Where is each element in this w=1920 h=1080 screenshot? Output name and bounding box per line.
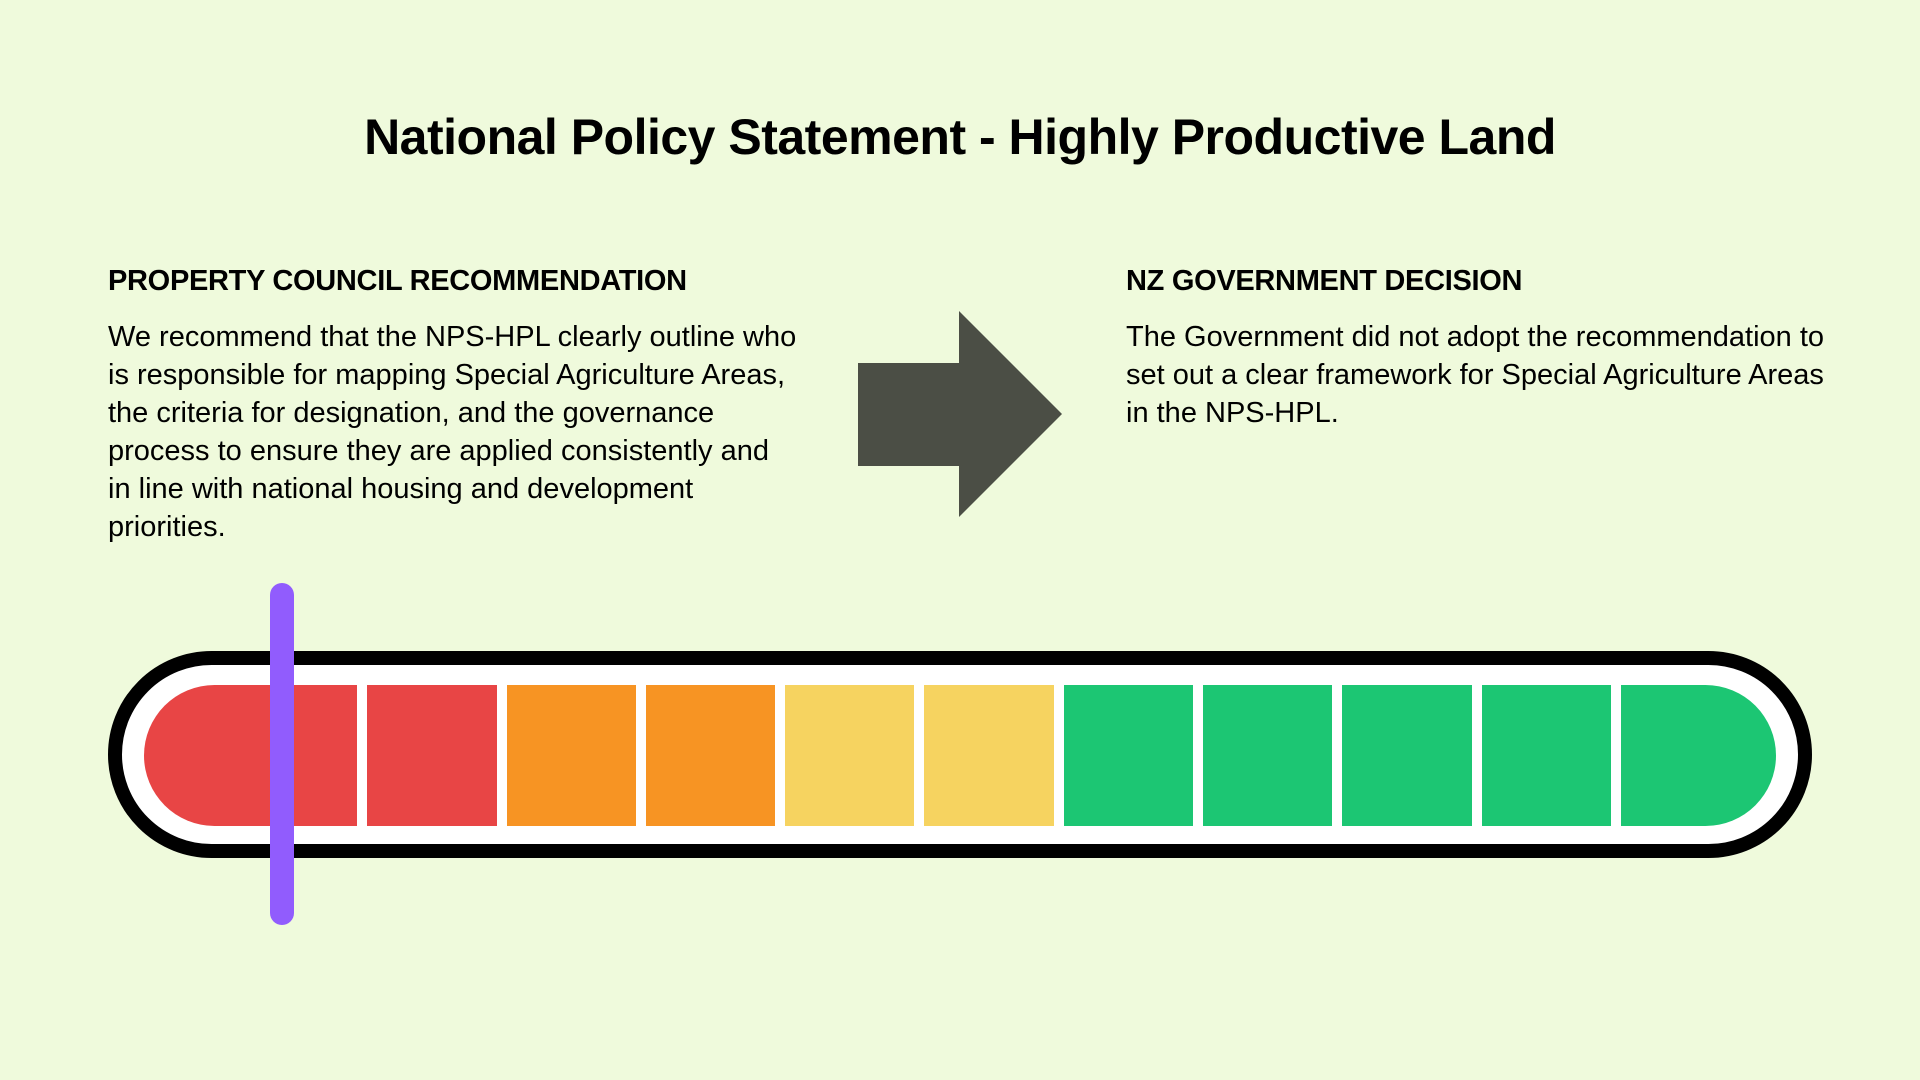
gauge-segment-9 <box>1342 685 1472 826</box>
gauge-segment-11 <box>1620 685 1776 826</box>
gauge-segment-7 <box>1063 685 1193 826</box>
decision-panel: NZ GOVERNMENT DECISION The Government di… <box>1126 265 1826 432</box>
decision-heading: NZ GOVERNMENT DECISION <box>1126 265 1523 297</box>
gauge-marker <box>270 583 294 925</box>
gauge-segment-1 <box>144 685 358 826</box>
gauge-segment-10 <box>1481 685 1611 826</box>
gauge-segments <box>144 685 1776 826</box>
gauge-segment-4 <box>645 685 776 826</box>
rating-gauge <box>108 651 1812 858</box>
gauge-segment-8 <box>1203 685 1333 826</box>
page-title: National Policy Statement - Highly Produ… <box>364 109 1556 165</box>
gauge-segment-6 <box>924 685 1054 826</box>
decision-body: The Government did not adopt the recomme… <box>1126 321 1825 429</box>
gauge-segment-2 <box>367 685 497 826</box>
recommendation-heading: PROPERTY COUNCIL RECOMMENDATION <box>108 265 687 297</box>
recommendation-body: We recommend that the NPS-HPL clearly ou… <box>108 321 797 543</box>
gauge-segment-5 <box>785 685 915 826</box>
arrow-right-icon <box>858 311 1062 517</box>
recommendation-panel: PROPERTY COUNCIL RECOMMENDATION We recom… <box>108 265 798 546</box>
gauge-segment-3 <box>506 685 636 826</box>
